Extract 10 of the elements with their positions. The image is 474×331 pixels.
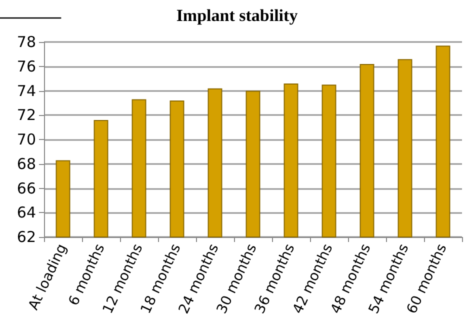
y-tick-label: 72 (16, 106, 36, 124)
y-tick-label: 62 (16, 228, 36, 246)
y-tick-label: 68 (16, 154, 36, 173)
y-tick-label: 78 (16, 33, 36, 51)
y-tick-label: 70 (16, 130, 36, 148)
chart-title: Implant stability (176, 6, 298, 25)
y-tick-label: 64 (16, 204, 36, 222)
y-tick-label: 74 (16, 82, 36, 100)
y-tick-label: 66 (16, 179, 36, 198)
y-tick-label: 76 (16, 57, 36, 76)
